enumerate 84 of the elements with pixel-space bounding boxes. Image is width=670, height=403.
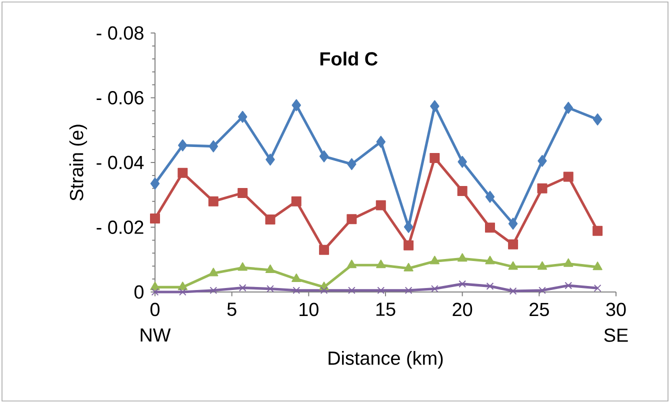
y-tick-label: - 0.04: [96, 156, 144, 170]
point: [485, 190, 495, 203]
y-axis-title: Strain (e): [69, 124, 88, 201]
point: [238, 110, 248, 123]
point: [486, 282, 494, 290]
point: [508, 218, 518, 230]
point: [150, 178, 160, 190]
point: [404, 262, 414, 272]
point: [210, 286, 218, 294]
x-axis-title: Distance (km): [328, 350, 443, 369]
point: [292, 99, 302, 112]
point: [150, 214, 160, 224]
point: [457, 186, 468, 196]
point: [564, 102, 573, 114]
point: [178, 139, 188, 152]
point: [458, 253, 468, 262]
point: [376, 136, 386, 148]
point: [404, 220, 414, 233]
point: [208, 268, 218, 276]
x-tick-label: 25: [530, 302, 549, 316]
y-tick-label: - 0.02: [96, 220, 144, 234]
point: [377, 286, 385, 294]
text: NW: [140, 328, 171, 342]
point: [319, 150, 329, 162]
point: [292, 274, 302, 282]
point: [348, 286, 356, 294]
point: [509, 287, 517, 295]
point: [292, 286, 300, 294]
text: Fold C: [320, 52, 378, 66]
point: [265, 264, 276, 273]
point: [238, 284, 246, 292]
point: [430, 152, 440, 163]
point: [458, 156, 467, 168]
point: [178, 288, 186, 296]
point: [376, 260, 386, 268]
point: [238, 262, 248, 271]
x-tick-label: 0: [150, 302, 160, 316]
point: [208, 140, 218, 152]
y-tick-label: - 0.08: [96, 26, 144, 40]
point: [150, 282, 160, 290]
point: [537, 261, 548, 270]
point: [592, 226, 603, 236]
point: [266, 285, 274, 292]
x-tick-label: 15: [376, 302, 396, 316]
point: [594, 284, 602, 292]
text: SE: [604, 328, 628, 342]
point: [346, 260, 357, 268]
point: [508, 239, 518, 250]
point: [291, 196, 302, 206]
y-tick-label: - 0.06: [96, 91, 144, 104]
point: [320, 286, 328, 294]
point: [564, 282, 572, 290]
point: [430, 256, 440, 264]
point: [151, 288, 159, 296]
x-tick-label: 5: [227, 302, 236, 316]
point: [485, 222, 495, 233]
point: [266, 154, 275, 166]
point: [592, 262, 602, 270]
y-tick-label: 0: [134, 285, 144, 299]
point: [431, 285, 438, 292]
point: [238, 188, 248, 198]
x-tick-label: 10: [300, 302, 318, 316]
point: [508, 261, 518, 270]
point: [178, 168, 188, 178]
x-tick-label: 20: [452, 302, 472, 316]
point: [538, 154, 547, 167]
point: [265, 214, 276, 224]
point: [319, 244, 330, 255]
point: [538, 286, 546, 294]
point: [376, 200, 386, 210]
point: [563, 172, 574, 182]
point: [485, 256, 495, 264]
point: [404, 286, 412, 294]
point: [178, 282, 188, 290]
point: [564, 258, 574, 267]
point: [537, 183, 548, 194]
point: [404, 240, 414, 250]
point: [430, 100, 440, 112]
point: [208, 196, 218, 206]
point: [592, 113, 602, 126]
point: [347, 158, 356, 170]
point: [346, 214, 357, 224]
x-tick-label: 30: [606, 302, 626, 316]
point: [458, 280, 466, 288]
